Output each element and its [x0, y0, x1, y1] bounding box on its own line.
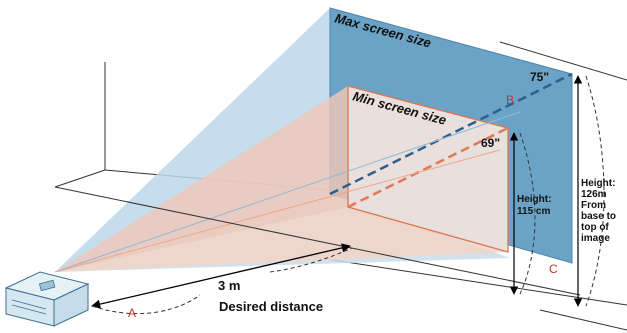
max-diagonal — [329, 72, 573, 196]
point-a-label: A — [128, 306, 136, 320]
distance-curve — [269, 247, 353, 273]
max-diagonal-label: 75" — [530, 70, 549, 84]
projector-icon — [4, 271, 90, 327]
max-height-label: Height: 126m From base to top of image — [581, 178, 619, 244]
min-diagonal-label: 69" — [481, 136, 500, 150]
min-screen — [347, 85, 509, 253]
point-c-label: C — [549, 262, 558, 276]
min-diagonal — [347, 126, 509, 209]
distance-curve-a — [91, 294, 201, 315]
point-b-label: B — [506, 93, 514, 107]
distance-value: 3 m — [218, 278, 240, 293]
distance-arrow — [91, 243, 351, 309]
max-height-dimension — [573, 75, 605, 307]
min-height-label: Height: 115 cm — [517, 194, 554, 217]
floor-line — [54, 186, 581, 296]
min-height-dimension — [509, 132, 536, 295]
distance-caption: Desired distance — [219, 299, 323, 314]
